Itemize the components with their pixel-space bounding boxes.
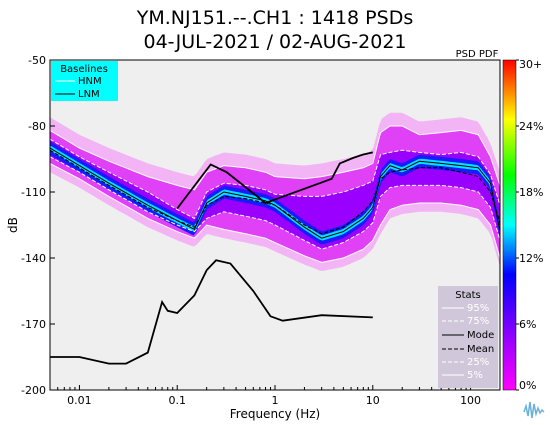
- x-tick-label: 1: [272, 394, 279, 407]
- lnm-legend-label: LNM: [78, 89, 100, 100]
- stats-75-legend-label: 75%: [467, 316, 489, 327]
- chart-title-line-2: 04-JUL-2021 / 02-AUG-2021: [144, 31, 407, 53]
- series-95-line: [50, 125, 500, 191]
- stats-25-legend-label: 25%: [467, 357, 489, 368]
- y-tick-label: -170: [21, 318, 46, 331]
- x-tick-label: 0.1: [168, 394, 186, 407]
- x-tick-label: 100: [460, 394, 481, 407]
- stats-legend-title: Stats: [455, 290, 481, 301]
- hnm-line: [176, 151, 373, 210]
- colorbar-ticks: 0% 6% 12% 18% 24% 30+: [516, 58, 543, 392]
- colorbar-tick-label: 0%: [519, 379, 536, 392]
- stats-mean-legend-label: Mean: [467, 344, 494, 355]
- series-25-line: [50, 156, 500, 250]
- stats-5-legend-label: 5%: [467, 370, 483, 381]
- y-tick-label: -200: [21, 384, 46, 397]
- colorbar-tick-label: 12%: [519, 252, 543, 265]
- stats-legend: Stats 95% 75% Mode Mean 25% 5%: [438, 286, 498, 388]
- colorbar-title: PSD PDF: [456, 49, 499, 60]
- chart-title-line-1: YM.NJ151.--.CH1 : 1418 PSDs: [136, 7, 413, 29]
- lnm-line: [50, 259, 373, 365]
- y-tick-label: -110: [21, 186, 46, 199]
- x-tick-label: 0.01: [67, 394, 92, 407]
- colorbar-tick-label: 6%: [519, 318, 536, 331]
- colorbar-tick-label: 30+: [519, 58, 542, 71]
- baselines-legend: Baselines HNM LNM: [51, 61, 118, 101]
- series-75-line: [50, 138, 500, 220]
- y-tick-label: -80: [28, 120, 46, 133]
- wave-logo-icon: [522, 398, 546, 422]
- stats-legend-box: [438, 286, 498, 388]
- axis-layer: 0.01 0.1 1 10 100 -200 -170 -140 -110 -80 -50: [21, 54, 501, 407]
- series-5-line: [50, 162, 500, 263]
- stats-95-legend-label: 95%: [467, 303, 489, 314]
- y-tick-label: -140: [21, 252, 46, 265]
- hnm-legend-label: HNM: [78, 76, 102, 87]
- baselines-legend-title: Baselines: [60, 64, 108, 75]
- colorbar-tick-label: 24%: [519, 120, 543, 133]
- colorbar-tick-label: 18%: [519, 186, 543, 199]
- series-mean-line: [50, 149, 500, 235]
- y-axis-label: dB: [6, 217, 20, 233]
- x-axis-label: Frequency (Hz): [230, 407, 321, 421]
- curve-layer: [50, 125, 500, 365]
- x-tick-label: 10: [366, 394, 380, 407]
- colorbar: [502, 59, 517, 391]
- stats-mode-legend-label: Mode: [467, 330, 494, 341]
- y-tick-label: -50: [28, 54, 46, 67]
